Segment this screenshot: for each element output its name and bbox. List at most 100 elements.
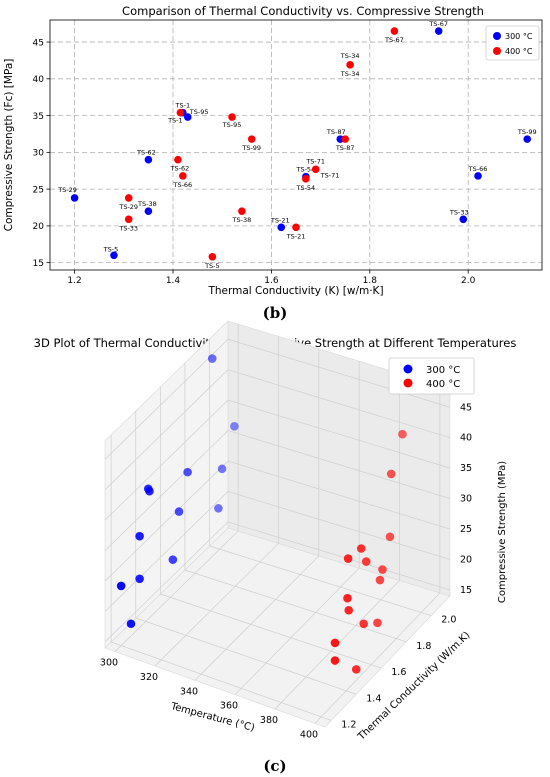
chart-c-point-300 bbox=[230, 422, 239, 431]
chart-c-point-300 bbox=[174, 507, 184, 516]
chart-c-point-300 bbox=[207, 354, 217, 363]
chart-b-legend-label-400: 400 °C bbox=[505, 47, 533, 56]
chart-b-xtick-label: 1.4 bbox=[166, 276, 181, 286]
chart-b-point-label: TS-87 bbox=[326, 128, 346, 136]
chart-c-grid-line bbox=[104, 399, 229, 521]
chart-c-ztick-label: 20 bbox=[460, 554, 472, 565]
chart-c-legend: 300 °C 400 °C bbox=[388, 357, 475, 395]
chart-b-point-label: TS-5 bbox=[204, 262, 220, 270]
chart-b-ytick-label: 35 bbox=[33, 112, 44, 122]
chart-c-point-400 bbox=[385, 532, 395, 542]
chart-b-point-label: TS-29 bbox=[118, 203, 138, 211]
chart-c-point-400 bbox=[343, 593, 352, 603]
chart-b-point-400 bbox=[341, 135, 350, 143]
chart-c-grid-line bbox=[227, 460, 451, 530]
chart-c-point-400 bbox=[344, 605, 354, 615]
chart-b-point-300 bbox=[144, 155, 153, 164]
chart-b-xtick-label: 1.6 bbox=[264, 276, 279, 286]
chart-b-ytick-label: 20 bbox=[33, 222, 45, 232]
chart-b-point-300 bbox=[183, 113, 192, 121]
chart-c-grid-line bbox=[227, 399, 451, 469]
chart-c-grid-line bbox=[104, 369, 229, 490]
chart-b-legend-label-300: 300 °C bbox=[505, 32, 533, 41]
chart-c-point-400 bbox=[398, 429, 407, 439]
chart-b-point-label: TS-21 bbox=[286, 232, 306, 240]
chart-c-point-300 bbox=[135, 574, 144, 584]
chart-c-point-300 bbox=[135, 531, 144, 541]
chart-c-legend-label-400: 400 °C bbox=[426, 379, 460, 390]
chart-b-point-400 bbox=[124, 215, 133, 224]
chart-b-point-400 bbox=[390, 27, 399, 35]
chart-b-point-label: TS-1 bbox=[175, 102, 191, 110]
chart-b-point-400 bbox=[292, 223, 300, 232]
chart-b-point-label: TS-66 bbox=[172, 181, 192, 189]
chart-c-points bbox=[116, 354, 407, 674]
chart-b-point-400 bbox=[179, 172, 187, 180]
chart-b-point-label: TS-62 bbox=[170, 165, 190, 173]
chart-c-grid-line bbox=[234, 567, 360, 695]
chart-c-point-300 bbox=[214, 504, 223, 513]
chart-c-legend-label-300: 300 °C bbox=[426, 365, 460, 376]
chart-b-point-300 bbox=[277, 223, 286, 232]
chart-b-ytick-label: 25 bbox=[33, 185, 44, 195]
chart-c-ytick-label: 1.2 bbox=[341, 719, 356, 730]
chart-b-point-label: TS-21 bbox=[270, 216, 290, 224]
chart-c-ytick-label: 1.8 bbox=[416, 641, 431, 652]
chart-b-point-label: TS-54 bbox=[295, 184, 315, 192]
chart-b-ytick-label: 45 bbox=[33, 38, 44, 48]
chart-b-point-300 bbox=[110, 251, 118, 260]
chart-c-grid-line bbox=[227, 369, 451, 439]
chart-b-point-label: TS-71 bbox=[320, 171, 340, 179]
chart-c-ztick-label: 30 bbox=[460, 494, 472, 505]
chart-b-legend-marker-400 bbox=[493, 47, 501, 55]
chart-c-ztick-label: 45 bbox=[460, 402, 472, 413]
chart-b-point-label: TS-66 bbox=[468, 165, 488, 173]
panel-label-b: (b) bbox=[263, 304, 288, 322]
chart-b-point-label: TS-5 bbox=[103, 245, 119, 253]
chart-b-ticks: 1.2 1.4 1.6 1.8 2.0 15 20 25 30 35 40 45 bbox=[33, 38, 476, 286]
chart-c-ztick-label: 25 bbox=[460, 524, 472, 535]
chart-b-xtick-label: 2.0 bbox=[461, 276, 476, 286]
chart-c-xtick-label: 360 bbox=[220, 701, 238, 712]
chart-b-point-label: TS-33 bbox=[118, 224, 138, 232]
chart-c-legend-marker-400 bbox=[403, 378, 413, 388]
chart-b-point-400 bbox=[174, 155, 182, 164]
chart-b-point-400 bbox=[238, 207, 246, 215]
chart-b-ytick-label: 15 bbox=[33, 259, 44, 269]
chart-c-ztick-label: 40 bbox=[460, 433, 472, 444]
chart-b-ytick-label: 40 bbox=[33, 75, 45, 85]
chart-c-xtick-label: 380 bbox=[260, 715, 278, 726]
chart-c-xtick-label: 340 bbox=[180, 686, 198, 697]
chart-b-ytick-label: 30 bbox=[33, 149, 45, 159]
chart-c-point-400 bbox=[351, 665, 361, 674]
chart-c-point-300 bbox=[116, 581, 126, 591]
chart-b-point-400 bbox=[302, 175, 310, 183]
chart-c-point-400 bbox=[378, 565, 387, 574]
scatter3d-chart-c: 3D Plot of Thermal Conductivity vs Compr… bbox=[34, 320, 516, 775]
chart-c-panes bbox=[104, 320, 451, 728]
chart-c-grid-line bbox=[104, 430, 229, 551]
chart-b-legend: 300 °C 400 °C bbox=[485, 25, 540, 61]
chart-b-point-300 bbox=[459, 215, 468, 224]
chart-c-grid-line bbox=[135, 617, 357, 695]
chart-c-grid-line bbox=[209, 545, 432, 616]
chart-c-point-400 bbox=[373, 618, 382, 628]
chart-b-xtick-label: 1.8 bbox=[363, 276, 378, 286]
chart-b-point-400 bbox=[208, 252, 217, 261]
chart-b-point-label: TS-99 bbox=[517, 128, 537, 136]
chart-b-point-400 bbox=[346, 61, 354, 69]
chart-c-point-400 bbox=[343, 554, 353, 563]
chart-c-point-300 bbox=[183, 467, 192, 477]
chart-c-point-400 bbox=[356, 544, 366, 553]
chart-b-point-label: TS-95 bbox=[189, 108, 209, 116]
chart-c-grid-line bbox=[104, 491, 229, 612]
chart-b-point-400 bbox=[124, 194, 133, 202]
chart-b-point-300 bbox=[474, 172, 482, 180]
chart-c-point-300 bbox=[168, 555, 178, 564]
chart-b-point-300 bbox=[70, 194, 79, 202]
chart-b-point-label: TS-67 bbox=[428, 20, 448, 28]
chart-b-point-label: TS-71 bbox=[305, 157, 325, 165]
chart-b-point-label: TS-67 bbox=[384, 36, 404, 44]
chart-c-grid-line bbox=[194, 555, 320, 681]
